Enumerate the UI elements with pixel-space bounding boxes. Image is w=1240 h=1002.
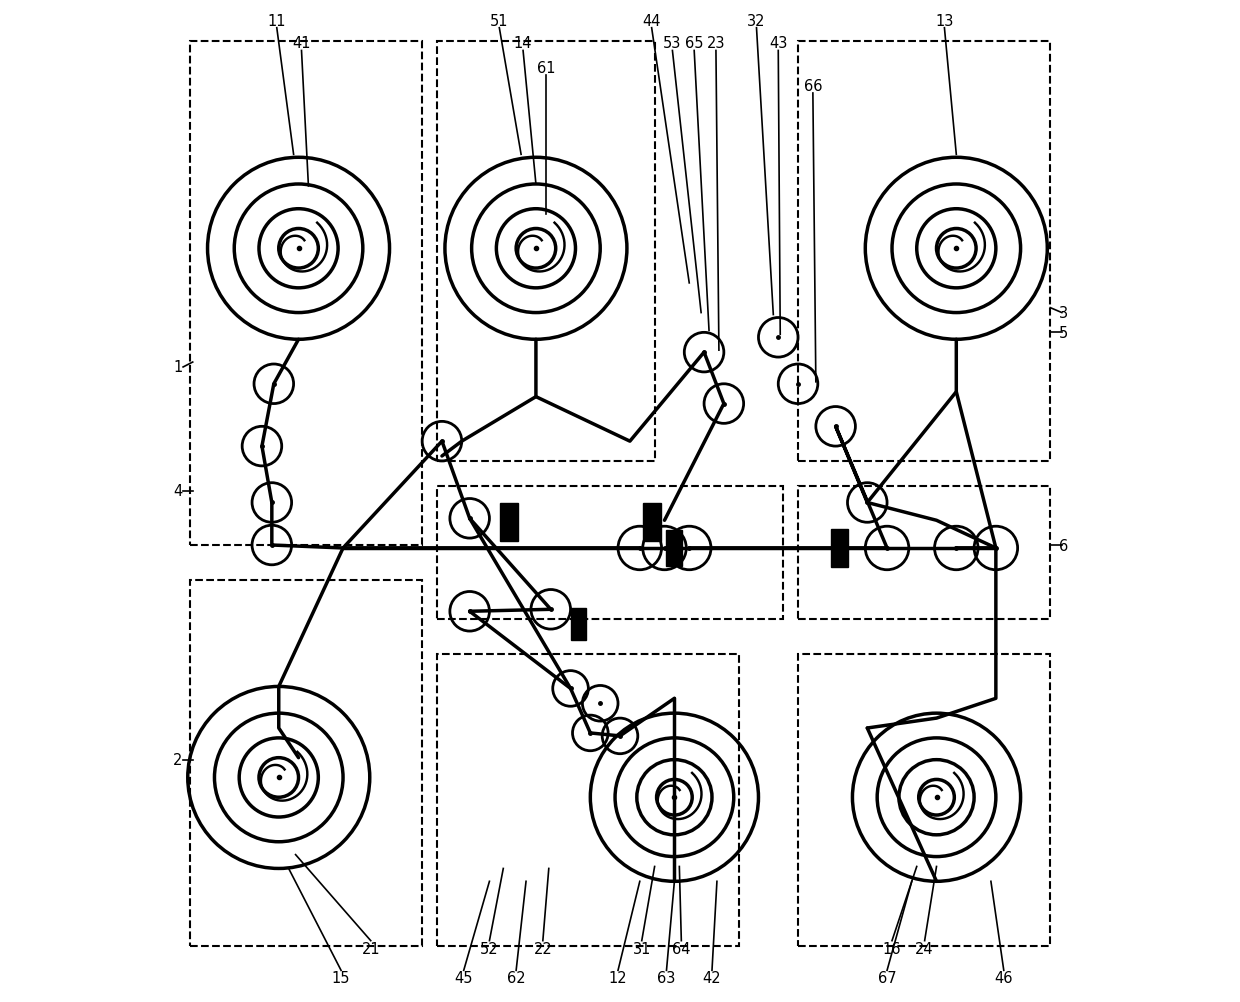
Bar	[570, 608, 587, 640]
Bar	[436, 654, 739, 946]
Bar	[190, 41, 422, 545]
Text: 63: 63	[657, 970, 676, 985]
Text: 2: 2	[174, 753, 182, 768]
Text: 66: 66	[804, 79, 822, 94]
Bar	[436, 486, 784, 619]
Text: 31: 31	[632, 941, 651, 956]
Bar	[666, 531, 682, 566]
Bar	[190, 580, 422, 946]
Text: 41: 41	[293, 36, 311, 51]
Text: 11: 11	[268, 14, 286, 29]
Text: 42: 42	[703, 970, 722, 985]
Text: 1: 1	[174, 360, 182, 375]
Text: 13: 13	[935, 14, 954, 29]
Text: 6: 6	[1059, 538, 1069, 553]
Bar	[436, 41, 655, 462]
Bar	[799, 41, 1050, 462]
Text: 46: 46	[994, 970, 1013, 985]
Text: 67: 67	[878, 970, 897, 985]
Text: 24: 24	[915, 941, 934, 956]
Text: 53: 53	[663, 36, 682, 51]
Text: 51: 51	[490, 14, 508, 29]
Text: 3: 3	[1059, 306, 1068, 321]
Text: 45: 45	[455, 970, 472, 985]
Bar	[799, 486, 1050, 619]
Text: 61: 61	[537, 61, 556, 76]
Text: 5: 5	[1059, 326, 1069, 341]
Text: 16: 16	[883, 941, 901, 956]
Text: 62: 62	[507, 970, 526, 985]
Bar	[500, 504, 518, 541]
Text: 4: 4	[174, 484, 182, 499]
Text: 23: 23	[707, 36, 725, 51]
Text: 12: 12	[609, 970, 627, 985]
Text: 14: 14	[513, 36, 532, 51]
Text: 65: 65	[684, 36, 703, 51]
Bar	[642, 504, 661, 541]
Text: 15: 15	[332, 970, 351, 985]
Text: 44: 44	[642, 14, 661, 29]
Text: 52: 52	[480, 941, 498, 956]
Bar	[831, 530, 848, 567]
Text: 22: 22	[533, 941, 552, 956]
Text: 32: 32	[748, 14, 766, 29]
Bar	[799, 654, 1050, 946]
Text: 64: 64	[672, 941, 691, 956]
Text: 21: 21	[361, 941, 379, 956]
Text: 43: 43	[769, 36, 787, 51]
